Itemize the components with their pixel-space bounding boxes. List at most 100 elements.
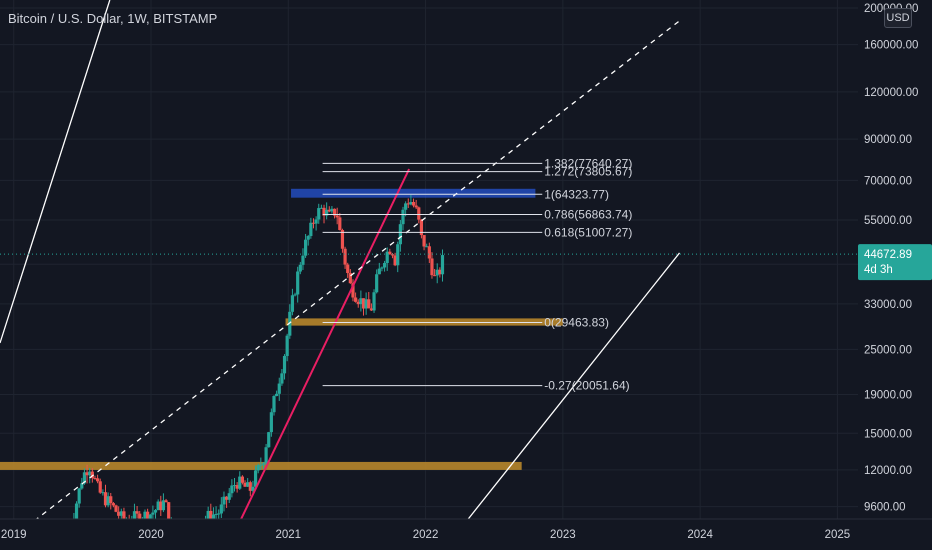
candle-body (267, 432, 271, 448)
time-tick-label: 2022 (413, 529, 439, 541)
candle-body (227, 493, 231, 500)
candle-body (156, 501, 160, 511)
candle-body (369, 308, 374, 311)
price-tick-label: 160000.00 (864, 40, 918, 52)
candle-body (146, 511, 150, 522)
candle-body (238, 476, 242, 489)
candle-body (90, 471, 94, 479)
candle-body (309, 222, 313, 237)
channel-line[interactable] (33, 20, 680, 522)
fib-level-label: 0(29463.83) (544, 315, 609, 329)
last-price-badge (858, 244, 932, 281)
candle-body (343, 248, 347, 265)
candle-body (298, 264, 302, 272)
price-tick-label: 9600.00 (864, 502, 906, 514)
candle-body (430, 258, 434, 276)
candle-body (348, 273, 352, 284)
candle-body (367, 299, 371, 309)
channel-line[interactable] (466, 252, 681, 522)
candle-body (153, 510, 158, 513)
candle-body (288, 311, 292, 336)
candle-body (317, 208, 321, 220)
candle-body (217, 513, 221, 515)
candle-body (264, 447, 268, 464)
candle-body (311, 222, 316, 224)
candle-body (222, 496, 226, 505)
candle-body (382, 262, 387, 268)
candle-body (282, 355, 287, 374)
channel-line[interactable] (0, 0, 111, 344)
fib-level-label: 0.618(51007.27) (544, 225, 632, 239)
currency-button[interactable]: USD (884, 8, 912, 28)
last-price-marker: 44672.89 4d 3h (0, 244, 932, 281)
candle-body (122, 511, 126, 521)
candle-body (93, 478, 97, 480)
candle-body (80, 483, 84, 489)
candle-body (332, 208, 337, 216)
candle-body (296, 271, 300, 295)
fib-level-label: 1.382(77640.27) (544, 156, 632, 170)
price-tick-label: 33000.00 (864, 299, 912, 311)
fibonacci-extension: 1.382(77640.27)1.272(73805.67) 1(64323.77… (322, 156, 632, 393)
candle-body (314, 219, 318, 224)
chart-title: Bitcoin / U.S. Dollar, 1W, BITSTAMP (8, 11, 218, 26)
candle-body (440, 255, 445, 275)
candle-body (159, 501, 163, 511)
candle-body (380, 267, 384, 269)
candle-body (261, 463, 266, 465)
candle-body (393, 255, 397, 266)
candle-body (277, 383, 281, 394)
time-tick-label: 2024 (687, 529, 713, 541)
time-axis-panel[interactable] (0, 519, 932, 550)
candle-body (74, 503, 79, 520)
candle-body (406, 203, 410, 205)
fib-level-label: -0.27(20051.64) (544, 379, 629, 393)
candle-body (322, 207, 326, 216)
candle-body (272, 396, 276, 413)
candlestick-series (67, 195, 445, 550)
candle-body (438, 269, 442, 275)
candle-body (96, 478, 100, 482)
candle-body (396, 244, 400, 266)
candle-body (243, 482, 247, 487)
candle-body (351, 283, 355, 298)
candle-body (401, 209, 405, 225)
candle-body (246, 482, 250, 487)
candle-body (293, 294, 297, 296)
candle-body (375, 274, 379, 293)
candle-body (356, 301, 360, 305)
candle-body (364, 299, 368, 309)
candle-body (143, 511, 147, 521)
candle-body (88, 471, 92, 476)
fib-level-label: 0.786(56863.74) (544, 208, 632, 222)
time-tick-label: 2023 (550, 529, 576, 541)
trend-line[interactable] (239, 168, 410, 522)
candle-body (306, 236, 310, 240)
candle-body (167, 502, 171, 525)
candle-body (85, 472, 89, 476)
candle-body (417, 207, 421, 220)
candle-body (330, 208, 334, 212)
candle-body (77, 488, 81, 504)
fib-level-label: 1.272(73805.67) (544, 165, 632, 179)
price-tick-label: 19000.00 (864, 389, 912, 401)
candle-body (385, 251, 389, 263)
candle-body (419, 219, 424, 236)
candle-body (414, 205, 418, 208)
fib-level-label: 1(64323.77) (544, 187, 609, 201)
candle-body (290, 295, 295, 312)
resistance-band[interactable] (291, 188, 536, 198)
candle-body (435, 269, 439, 276)
candle-body (219, 504, 223, 514)
candle-body (256, 465, 260, 471)
candle-body (325, 209, 329, 216)
time-tick-label: 2020 (138, 529, 164, 541)
price-tick-label: 120000.00 (864, 87, 918, 99)
candle-body (335, 215, 339, 218)
candle-body (425, 246, 429, 248)
candle-body (432, 275, 437, 277)
candle-body (164, 500, 168, 503)
candle-body (427, 246, 431, 259)
chart-grid (0, 0, 858, 519)
